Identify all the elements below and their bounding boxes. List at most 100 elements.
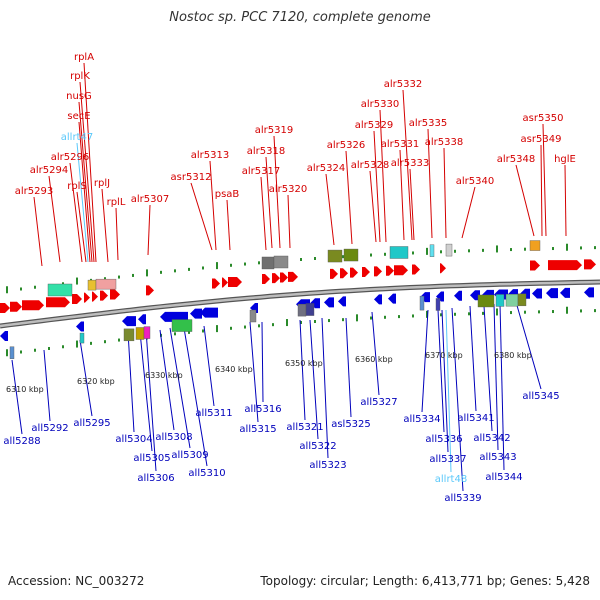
gene-leader-line (265, 156, 273, 249)
gene-leader-line (451, 307, 464, 492)
gene-label-top: alr5324 (307, 163, 345, 174)
bottom-tick-mark (104, 340, 106, 344)
reverse-gene-arrow (436, 291, 444, 302)
gene-leader-line (515, 301, 542, 390)
top-tick-mark (580, 246, 582, 250)
gene-label-top: alr5293 (15, 186, 53, 197)
kbp-tick-label: 6370 kbp (425, 351, 463, 360)
forward-gene-arrow (22, 300, 44, 311)
gene-label-bottom: all5310 (188, 468, 225, 479)
reverse-gene-arrow (138, 314, 146, 325)
bottom-tick-mark (174, 332, 176, 336)
gene-leader-line (78, 101, 93, 263)
gene-leader-line (345, 317, 352, 418)
gene-label-top: rplL (107, 197, 126, 208)
reverse-gene-arrow (454, 290, 462, 301)
kbp-tick-label: 6320 kbp (77, 377, 115, 386)
gene-leader-line (139, 331, 153, 452)
reverse-gene-arrow (200, 307, 218, 318)
gene-label-bottom: all5306 (137, 473, 174, 484)
gene-label-top: asr5349 (521, 134, 562, 145)
forward-gene-arrow (280, 272, 288, 283)
bottom-tick-mark (342, 318, 344, 322)
gene-leader-line (260, 176, 267, 251)
protein-domain-box (529, 240, 541, 251)
top-tick-mark (412, 251, 414, 255)
gene-leader-line (371, 311, 380, 396)
gene-leader-line (499, 303, 505, 471)
gene-leader-line (145, 329, 157, 472)
reverse-gene-arrow (546, 288, 558, 299)
forward-gene-arrow (146, 285, 154, 296)
forward-gene-arrow (46, 297, 70, 308)
bottom-tick-mark (286, 319, 288, 327)
gene-leader-line (115, 207, 119, 261)
gene-label-top: alr5318 (247, 146, 285, 157)
gene-leader-line (127, 331, 135, 433)
top-tick-mark (510, 248, 512, 252)
protein-domain-box (47, 283, 73, 297)
protein-domain-box (273, 255, 289, 269)
bottom-tick-mark (328, 319, 330, 323)
forward-gene-arrow (110, 289, 120, 300)
top-tick-mark (216, 262, 218, 270)
gene-leader-line (441, 309, 449, 453)
gene-leader-line (321, 317, 329, 459)
gene-label-top: psaB (215, 189, 240, 200)
forward-gene-arrow (100, 290, 108, 301)
gene-label-top: rplA (74, 52, 94, 63)
forward-gene-arrow (362, 266, 370, 277)
gene-leader-line (399, 149, 405, 241)
gene-label-top: alr5338 (425, 137, 463, 148)
gene-label-bottom: all5343 (479, 452, 516, 463)
forward-gene-arrow (262, 273, 270, 284)
gene-leader-line (147, 204, 151, 256)
top-tick-mark (20, 287, 22, 291)
gene-label-bottom: all5315 (239, 424, 276, 435)
protein-domain-box (87, 279, 97, 291)
bottom-tick-mark (398, 315, 400, 319)
gene-label-bottom: all5327 (360, 397, 397, 408)
gene-leader-line (409, 168, 415, 241)
gene-leader-line (79, 339, 93, 417)
gene-label-top: alr5317 (242, 166, 280, 177)
gene-label-bottom: all5295 (73, 418, 110, 429)
gene-label-bottom: all5344 (485, 472, 522, 483)
top-tick-mark (62, 282, 64, 286)
gene-label-top: alr5319 (255, 125, 293, 136)
gene-leader-line (11, 359, 23, 435)
bottom-tick-mark (230, 326, 232, 330)
gene-leader-line (427, 128, 433, 239)
forward-gene-arrow (0, 303, 10, 313)
gene-label-bottom: all5309 (171, 450, 208, 461)
bottom-tick-mark (258, 324, 260, 328)
protein-domain-box (297, 303, 307, 317)
forward-gene-arrow (10, 301, 22, 312)
gene-label-bottom: all5337 (429, 454, 466, 465)
gene-leader-line (379, 109, 387, 243)
top-tick-mark (132, 273, 134, 277)
gene-label-bottom: all5336 (425, 434, 462, 445)
gene-leader-line (43, 349, 51, 422)
genome-summary-text: Topology: circular; Length: 6,413,771 bp… (260, 574, 590, 588)
gene-leader-line (190, 182, 213, 251)
gene-leader-line (273, 135, 281, 249)
gene-leader-line (325, 173, 335, 246)
reverse-gene-arrow (0, 331, 8, 341)
top-tick-mark (370, 253, 372, 257)
gene-label-top: alr5328 (351, 160, 389, 171)
kbp-tick-label: 6330 kbp (145, 371, 183, 380)
protein-domain-box (495, 294, 505, 307)
kbp-tick-label: 6360 kbp (355, 355, 393, 364)
gene-label-top: asr5350 (523, 113, 564, 124)
forward-gene-arrow (212, 278, 220, 289)
kbp-tick-label: 6340 kbp (215, 365, 253, 374)
gene-leader-line (169, 327, 191, 449)
gene-label-top: secE (67, 111, 90, 122)
bottom-tick-mark (496, 308, 498, 316)
gene-leader-line (83, 62, 97, 263)
protein-domain-box (305, 303, 315, 316)
top-tick-mark (384, 252, 386, 256)
gene-label-bottom: all5342 (473, 433, 510, 444)
